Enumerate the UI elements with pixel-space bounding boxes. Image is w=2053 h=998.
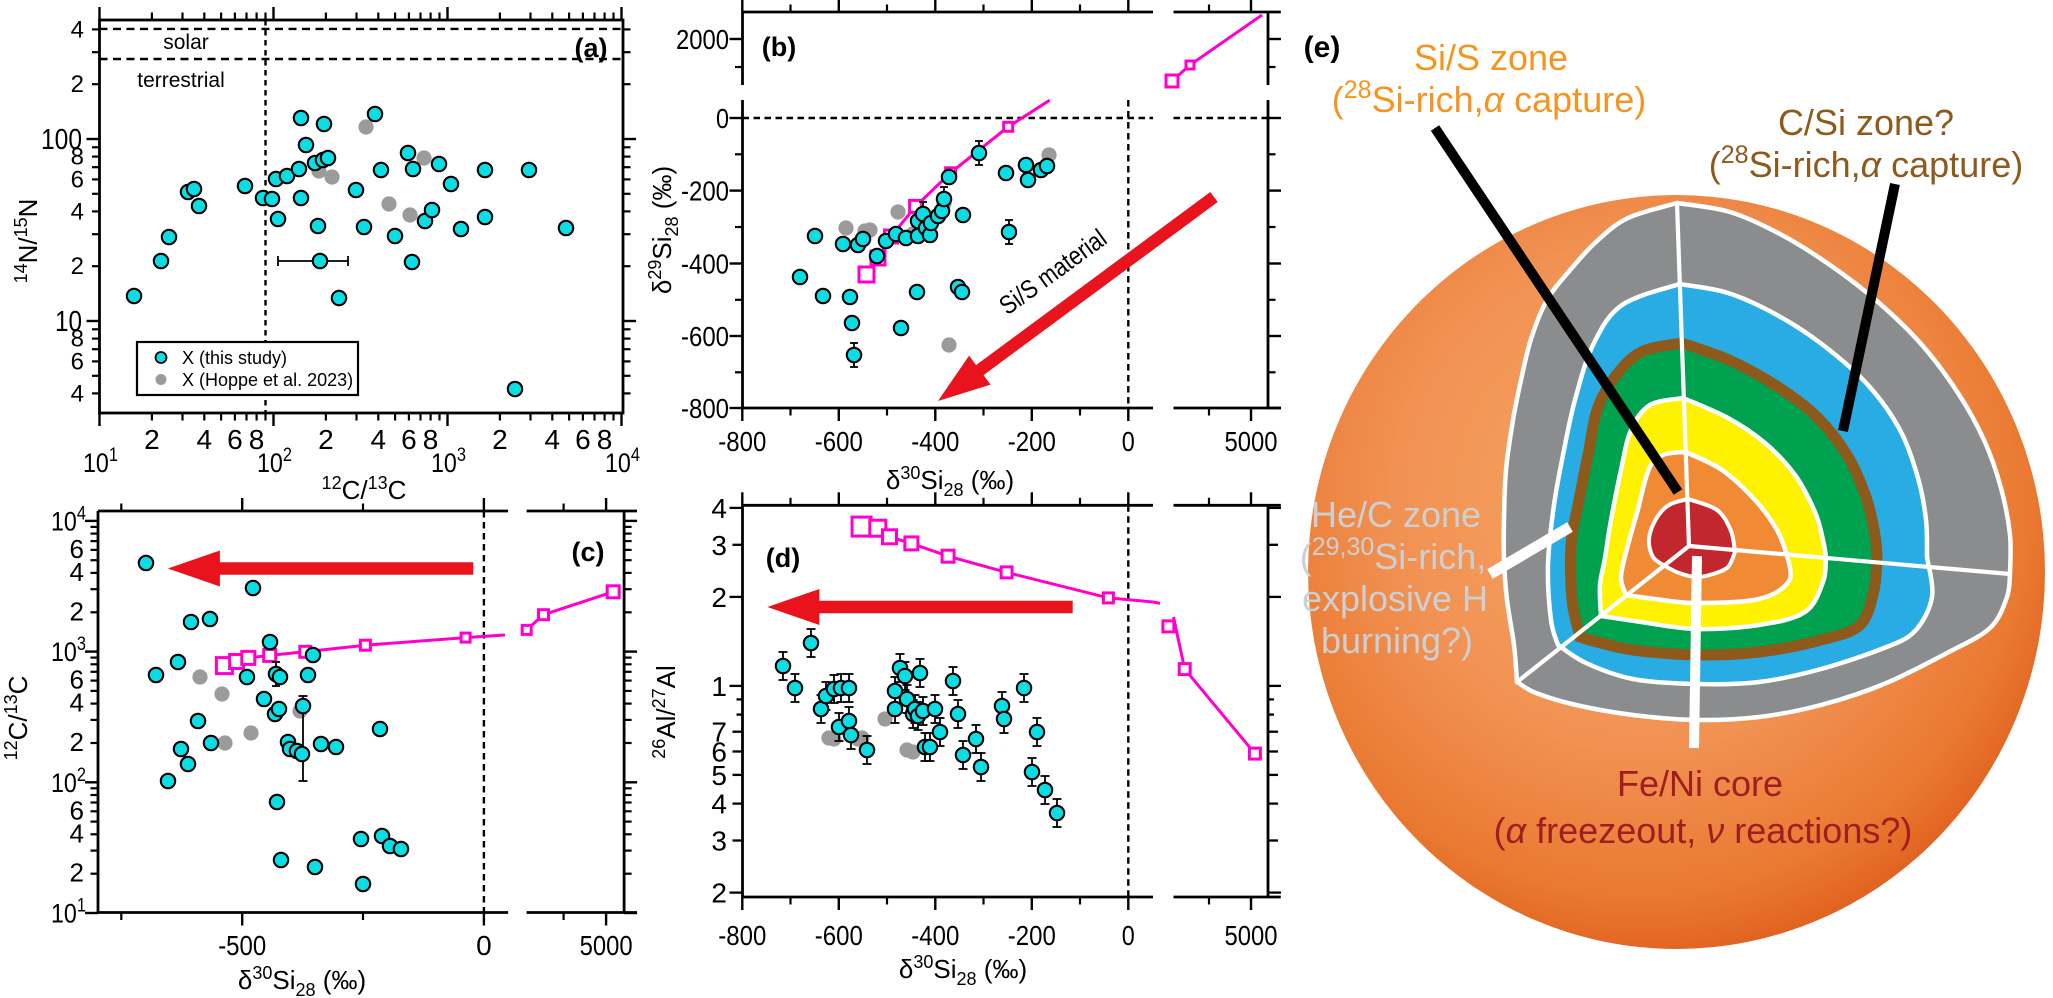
svg-text:δ29Si28 (‰): δ29Si28 (‰) xyxy=(645,166,682,294)
svg-text:26Al/27Al: 26Al/27Al xyxy=(649,665,681,759)
svg-text:X (this study): X (this study) xyxy=(182,348,287,368)
svg-text:2000: 2000 xyxy=(676,24,729,55)
svg-text:4: 4 xyxy=(71,198,84,225)
svg-text:4: 4 xyxy=(71,380,84,407)
svg-text:3: 3 xyxy=(711,826,727,857)
svg-text:2: 2 xyxy=(711,878,727,909)
svg-text:4: 4 xyxy=(711,789,727,820)
svg-text:3: 3 xyxy=(711,530,727,561)
svg-text:6: 6 xyxy=(70,534,84,564)
svg-text:6: 6 xyxy=(227,424,243,455)
svg-text:(28Si-rich,α capture): (28Si-rich,α capture) xyxy=(1709,141,2023,185)
svg-text:8: 8 xyxy=(71,326,84,353)
svg-text:8: 8 xyxy=(423,424,439,455)
svg-text:(c): (c) xyxy=(572,537,605,567)
svg-text:6: 6 xyxy=(711,737,727,768)
svg-text:-800: -800 xyxy=(681,393,729,424)
svg-text:-200: -200 xyxy=(681,176,729,207)
svg-text:He/C zone: He/C zone xyxy=(1311,494,1481,535)
svg-text:(d): (d) xyxy=(766,543,800,573)
svg-text:4: 4 xyxy=(70,818,84,848)
svg-text:-200: -200 xyxy=(1008,426,1056,457)
svg-text:Fe/Ni core: Fe/Ni core xyxy=(1617,763,1783,804)
svg-text:5000: 5000 xyxy=(1225,920,1278,951)
svg-text:(a): (a) xyxy=(575,33,608,63)
svg-text:2: 2 xyxy=(711,582,727,613)
svg-text:2: 2 xyxy=(144,424,160,455)
svg-text:7: 7 xyxy=(711,717,727,748)
svg-text:2: 2 xyxy=(70,858,84,888)
svg-text:6: 6 xyxy=(71,166,84,193)
svg-text:103: 103 xyxy=(51,634,86,667)
svg-text:4: 4 xyxy=(70,688,84,718)
svg-text:4: 4 xyxy=(371,424,387,455)
svg-text:8: 8 xyxy=(597,424,613,455)
svg-text:C/Si zone?: C/Si zone? xyxy=(1778,102,1954,143)
svg-text:5: 5 xyxy=(711,760,727,791)
svg-text:solar: solar xyxy=(163,31,209,54)
svg-text:5000: 5000 xyxy=(1225,426,1278,457)
svg-text:0: 0 xyxy=(716,103,729,134)
svg-text:-600: -600 xyxy=(681,321,729,352)
svg-text:terrestrial: terrestrial xyxy=(137,69,225,92)
svg-text:δ30Si28 (‰): δ30Si28 (‰) xyxy=(886,463,1014,500)
svg-text:2: 2 xyxy=(492,424,508,455)
svg-text:2: 2 xyxy=(318,424,334,455)
svg-text:6: 6 xyxy=(70,665,84,695)
svg-text:-800: -800 xyxy=(718,426,766,457)
svg-text:2: 2 xyxy=(71,71,84,98)
svg-text:4: 4 xyxy=(70,557,84,587)
svg-text:6: 6 xyxy=(401,424,417,455)
svg-text:-800: -800 xyxy=(718,920,766,951)
svg-text:-500: -500 xyxy=(218,930,266,961)
svg-text:1: 1 xyxy=(711,671,727,702)
svg-text:12C/13C: 12C/13C xyxy=(1,676,33,761)
svg-text:102: 102 xyxy=(51,765,86,798)
svg-text:0: 0 xyxy=(1122,920,1135,951)
svg-text:2: 2 xyxy=(70,727,84,757)
svg-text:100: 100 xyxy=(41,124,82,156)
svg-text:-600: -600 xyxy=(815,920,863,951)
svg-text:14N/15N: 14N/15N xyxy=(11,199,43,284)
svg-text:Si/S zone: Si/S zone xyxy=(1414,37,1568,78)
svg-text:δ30Si28 (‰): δ30Si28 (‰) xyxy=(899,952,1027,989)
svg-text:6: 6 xyxy=(71,348,84,375)
svg-text:(b): (b) xyxy=(762,32,796,62)
svg-text:101: 101 xyxy=(51,896,86,929)
svg-text:δ30Si28 (‰): δ30Si28 (‰) xyxy=(238,963,366,998)
svg-text:(α freezeout, ν reactions?): (α freezeout, ν reactions?) xyxy=(1494,810,1913,851)
svg-text:12C/13C: 12C/13C xyxy=(322,473,407,505)
svg-text:5000: 5000 xyxy=(580,930,633,961)
svg-text:102: 102 xyxy=(257,445,292,478)
svg-text:4: 4 xyxy=(71,16,84,43)
svg-text:104: 104 xyxy=(51,503,86,536)
svg-text:-400: -400 xyxy=(911,426,959,457)
svg-text:(e): (e) xyxy=(1304,31,1341,64)
svg-text:(28Si-rich,α capture): (28Si-rich,α capture) xyxy=(1332,76,1646,120)
svg-text:0: 0 xyxy=(476,930,492,961)
svg-text:2: 2 xyxy=(71,253,84,280)
svg-text:4: 4 xyxy=(197,424,213,455)
svg-text:8: 8 xyxy=(249,424,265,455)
svg-text:-400: -400 xyxy=(681,249,729,280)
svg-text:2: 2 xyxy=(70,596,84,626)
svg-text:X (Hoppe et al. 2023): X (Hoppe et al. 2023) xyxy=(182,370,353,390)
svg-text:(29,30Si-rich,: (29,30Si-rich, xyxy=(1300,533,1487,577)
svg-text:-400: -400 xyxy=(911,920,959,951)
svg-text:0: 0 xyxy=(1122,426,1135,457)
svg-text:10: 10 xyxy=(55,306,82,338)
svg-text:101: 101 xyxy=(83,445,118,478)
svg-text:103: 103 xyxy=(431,445,466,478)
svg-text:4: 4 xyxy=(545,424,561,455)
svg-text:4: 4 xyxy=(711,493,727,524)
svg-text:explosive H: explosive H xyxy=(1302,578,1488,619)
svg-text:-600: -600 xyxy=(815,426,863,457)
svg-text:8: 8 xyxy=(71,144,84,171)
svg-text:-200: -200 xyxy=(1008,920,1056,951)
svg-text:6: 6 xyxy=(70,795,84,825)
svg-text:104: 104 xyxy=(605,445,640,478)
svg-text:6: 6 xyxy=(575,424,591,455)
svg-text:burning?): burning?) xyxy=(1321,620,1473,661)
